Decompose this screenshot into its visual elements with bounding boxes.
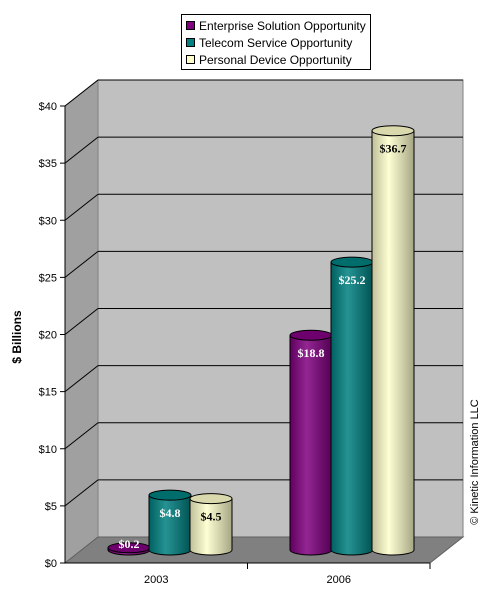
bar-personal-2003 (189, 493, 233, 556)
bar-top (189, 493, 233, 505)
y-tick-label: $40 (39, 101, 57, 113)
bar-telecom-2003 (148, 489, 192, 556)
legend-swatch-personal (186, 55, 195, 64)
gridline-side (64, 365, 99, 393)
bar-enterprise-2006 (289, 329, 333, 556)
bar-telecom-2006 (330, 256, 374, 556)
y-tick-label: $35 (39, 158, 57, 170)
legend: Enterprise Solution Opportunity Telecom … (181, 14, 371, 70)
gridline-side (64, 250, 99, 278)
data-label: $0.2 (119, 537, 140, 551)
y-tick-label: $5 (45, 501, 57, 513)
y-axis-title: $ Billions (10, 310, 24, 364)
gridline-side (64, 422, 99, 450)
gridline-side (64, 479, 99, 507)
legend-item-enterprise: Enterprise Solution Opportunity (186, 17, 366, 34)
y-tick-label: $25 (39, 272, 57, 284)
data-label: $36.7 (380, 142, 407, 156)
legend-item-telecom: Telecom Service Opportunity (186, 34, 366, 51)
bar-body (148, 494, 192, 556)
data-label: $25.2 (339, 273, 366, 287)
gridline-side (64, 193, 99, 221)
bar-body (289, 334, 333, 556)
x-tick-label: 2003 (144, 574, 168, 586)
bar-body (189, 498, 233, 556)
y-tick-label: $15 (39, 387, 57, 399)
data-label: $4.8 (160, 506, 181, 520)
bar-body (371, 130, 415, 556)
bar-top (330, 256, 374, 268)
y-tick-label: $10 (39, 444, 57, 456)
data-label: $4.5 (201, 510, 222, 524)
legend-label-personal: Personal Device Opportunity (199, 52, 352, 67)
bar-body (330, 261, 374, 556)
legend-item-personal: Personal Device Opportunity (186, 51, 366, 68)
legend-label-telecom: Telecom Service Opportunity (199, 35, 353, 50)
legend-label-enterprise: Enterprise Solution Opportunity (199, 18, 366, 33)
legend-swatch-telecom (186, 38, 195, 47)
copyright-credit: © Kinetic Information LLC (469, 399, 481, 525)
x-tick-label: 2006 (327, 574, 351, 586)
bar-top (289, 329, 333, 341)
bar-top (371, 125, 415, 137)
data-label: $18.8 (298, 346, 325, 360)
y-tick-label: $30 (39, 215, 57, 227)
legend-swatch-enterprise (186, 21, 195, 30)
y-tick-label: $20 (39, 330, 57, 342)
gridline-side (64, 79, 99, 107)
gridline-side (64, 308, 99, 335)
bar-top (148, 489, 192, 501)
bar-personal-2006 (371, 125, 415, 556)
y-tick-label: $0 (45, 558, 57, 570)
bar-enterprise-2003 (107, 542, 151, 556)
gridline-side (64, 136, 99, 164)
